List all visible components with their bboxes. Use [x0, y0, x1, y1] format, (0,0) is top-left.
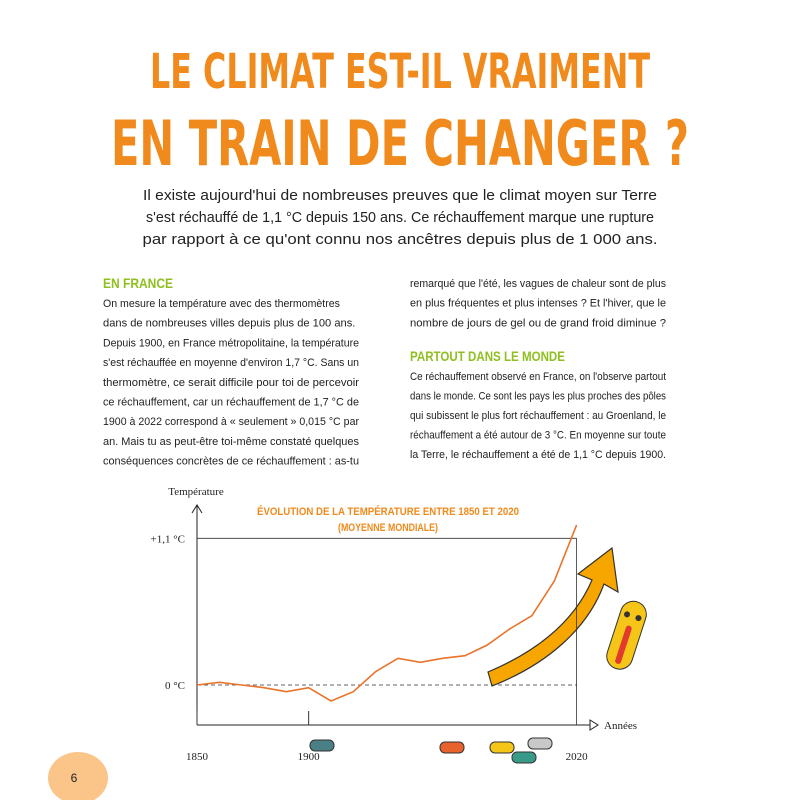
intro-line: s'est réchauffé de 1,1 °C depuis 150 ans… [146, 209, 654, 226]
page-title: LE CLIMAT EST-IL VRAIMENT [150, 44, 650, 100]
page-number: 6 [71, 771, 78, 785]
y-tick-label: 0 °C [165, 680, 185, 692]
body-line: réchauffement a été autour de 3 °C. En m… [410, 430, 666, 442]
body-line: dans de nombreuses villes depuis plus de… [103, 318, 355, 330]
page-number-badge [48, 752, 108, 800]
body-line: Depuis 1900, en France métropolitaine, l… [103, 337, 359, 349]
body-line: an. Mais tu as peut-être toi-même consta… [103, 436, 359, 448]
x-axis [197, 719, 599, 731]
chart-title: ÉVOLUTION DE LA TEMPÉRATURE ENTRE 1850 E… [257, 505, 519, 518]
body-line: Ce réchauffement observé en France, on l… [410, 371, 666, 383]
thermometer-mascot [606, 600, 647, 670]
intro-line: Il existe aujourd'hui de nombreuses preu… [143, 187, 657, 204]
body-line: la Terre, le réchauffement a été de 1,1 … [410, 449, 666, 461]
trend-arrow [487, 546, 619, 687]
body-line: dans le monde. Ce sont les pays les plus… [410, 391, 666, 403]
chart-subtitle: (MOYENNE MONDIALE) [338, 522, 438, 534]
body-line: s'est réchauffée en moyenne d'environ 1,… [103, 357, 359, 369]
intro-line: par rapport à ce qu'ont connu nos ancêtr… [143, 231, 658, 248]
body-line: nombre de jours de gel ou de grand froid… [410, 317, 666, 329]
body-line: en plus fréquentes et plus intenses ? Et… [410, 298, 666, 310]
cars [309, 737, 553, 764]
body-line: On mesure la température avec des thermo… [103, 298, 340, 310]
section-heading: PARTOUT DANS LE MONDE [410, 348, 565, 364]
page-title: EN TRAIN DE CHANGER ? [111, 107, 689, 180]
x-tick-label: 2020 [566, 751, 589, 763]
y-tick-label: +1,1 °C [151, 533, 185, 545]
body-line: conséquences concrètes de ce réchauffeme… [103, 456, 359, 468]
body-line: 1900 à 2022 correspond à « seulement » 0… [103, 416, 359, 428]
body-line: ce réchauffement, car un réchauffement d… [103, 397, 359, 409]
data-line [196, 524, 578, 702]
body-line: remarqué que l'été, les vagues de chaleu… [410, 278, 666, 290]
section-heading: EN FRANCE [103, 275, 173, 291]
y-axis [191, 504, 203, 725]
x-tick-label: 1900 [298, 751, 321, 763]
x-axis-label: Années [604, 720, 637, 732]
y-axis-label: Température [168, 486, 224, 498]
body-line: thermomètre, ce serait difficile pour to… [103, 377, 359, 389]
x-tick-label: 1850 [186, 751, 209, 763]
body-line: qui subissent le plus fort réchauffement… [410, 410, 666, 422]
